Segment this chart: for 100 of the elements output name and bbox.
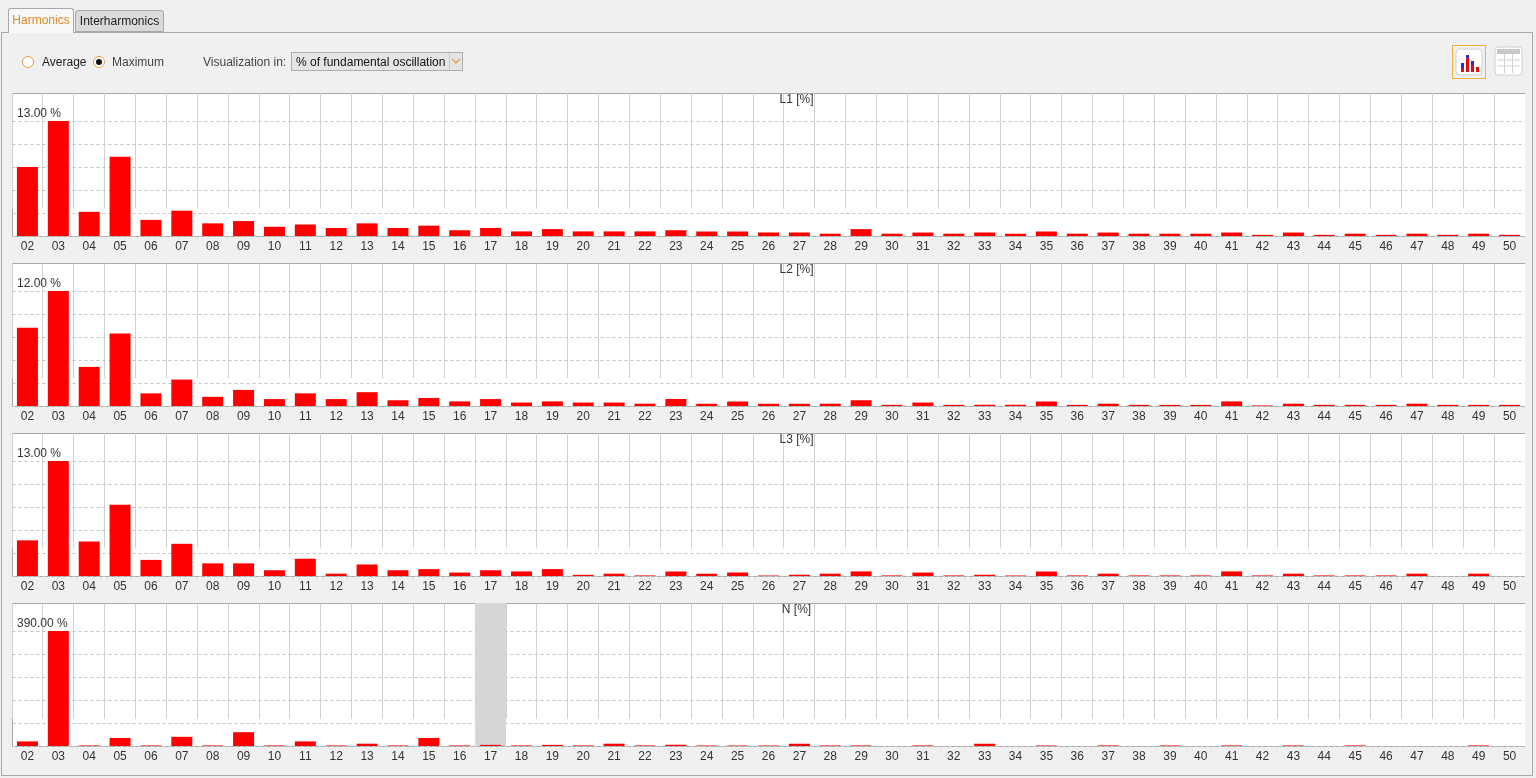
- x-tick-label: 17: [483, 748, 498, 763]
- bar: [47, 631, 69, 746]
- text: 13.00 %: [17, 106, 62, 120]
- x-tick-label: 13: [360, 238, 375, 253]
- bar: [171, 210, 193, 236]
- x-tick-label: 42: [1255, 238, 1270, 253]
- x-tick-label: 28: [823, 748, 838, 763]
- x-tick-label: 39: [1163, 408, 1177, 423]
- x-tick-label: 31: [916, 408, 930, 423]
- x-tick-label: 08: [206, 578, 220, 593]
- x-tick-label: 03: [51, 748, 66, 763]
- x-tick-label: 49: [1472, 408, 1486, 423]
- bar: [294, 558, 316, 576]
- x-tick-label: 21: [607, 748, 622, 763]
- x-tick-label: 27: [792, 238, 807, 253]
- chart-title: N [%]: [781, 602, 812, 616]
- x-tick-label: 27: [792, 578, 807, 593]
- bar: [294, 393, 316, 406]
- x-tick-label: 12: [329, 578, 344, 593]
- x-tick-label: 43: [1286, 578, 1301, 593]
- bar: [418, 737, 440, 746]
- x-tick-label: 15: [422, 748, 436, 763]
- x-tick-label: 08: [206, 408, 220, 423]
- bar: [233, 563, 255, 576]
- x-tick-label: 15: [422, 408, 436, 423]
- x-tick-label: 35: [1039, 748, 1054, 763]
- x-tick-label: 30: [885, 578, 899, 593]
- bar: [665, 399, 687, 406]
- x-tick-label: 11: [299, 408, 312, 423]
- x-tick-label: 07: [175, 748, 189, 763]
- bar: [665, 230, 687, 236]
- x-tick-label: 29: [854, 238, 869, 253]
- x-tick-label: 19: [545, 748, 560, 763]
- dropdown: % of fundamental oscillation: [291, 52, 463, 71]
- chart-title: L1 [%]: [779, 92, 814, 106]
- x-tick-label: 33: [977, 578, 992, 593]
- bar: [1221, 401, 1243, 406]
- x-tick-label: 41: [1224, 408, 1239, 423]
- x-tick-label: 46: [1379, 578, 1394, 593]
- x-tick-label: 39: [1163, 238, 1177, 253]
- x-tick-label: 45: [1348, 238, 1363, 253]
- x-tick-label: 16: [453, 238, 467, 253]
- tab: Harmonics: [8, 8, 74, 33]
- x-tick-label: 14: [391, 408, 405, 423]
- x-tick-label: 18: [514, 748, 529, 763]
- x-tick-label: 16: [453, 578, 467, 593]
- bar: [850, 400, 872, 406]
- x-tick-label: 02: [20, 578, 35, 593]
- x-tick-label: 23: [669, 578, 683, 593]
- x-tick-label: 25: [730, 578, 745, 593]
- bar: [1035, 571, 1057, 576]
- text: Maximum: [112, 55, 165, 69]
- x-tick-label: 14: [391, 238, 405, 253]
- x-tick-label: 32: [947, 408, 961, 423]
- bar: [171, 736, 193, 746]
- bar: [634, 231, 656, 236]
- bar: [510, 571, 532, 576]
- x-tick-label: 06: [144, 578, 158, 593]
- bar: [541, 229, 563, 236]
- x-tick-label: 34: [1008, 238, 1023, 253]
- bar: [727, 231, 749, 236]
- bar: [1035, 231, 1057, 236]
- x-tick-label: 48: [1441, 748, 1455, 763]
- x-tick-label: 40: [1194, 238, 1208, 253]
- x-tick-label: 50: [1502, 748, 1517, 763]
- x-tick-label: 34: [1008, 408, 1023, 423]
- x-tick-label: 27: [792, 408, 807, 423]
- x-tick-label: 26: [761, 408, 776, 423]
- tab: Interharmonics: [75, 10, 164, 32]
- x-tick-label: 10: [267, 748, 282, 763]
- x-tick-label: 49: [1472, 578, 1486, 593]
- bar: [603, 231, 625, 236]
- text: Average: [42, 55, 87, 69]
- x-tick-label: 16: [453, 748, 467, 763]
- x-tick-label: 42: [1255, 578, 1270, 593]
- bar: [140, 219, 162, 236]
- bar: [418, 397, 440, 406]
- x-tick-label: 05: [113, 578, 128, 593]
- x-tick-label: 35: [1039, 578, 1054, 593]
- x-tick-label: 11: [299, 578, 312, 593]
- x-tick-label: 48: [1441, 238, 1455, 253]
- x-tick-label: 38: [1132, 578, 1147, 593]
- x-tick-label: 46: [1379, 238, 1394, 253]
- chart-title: L2 [%]: [779, 262, 814, 276]
- x-tick-label: 12: [329, 238, 344, 253]
- x-tick-label: 25: [730, 748, 745, 763]
- x-tick-label: 41: [1224, 238, 1239, 253]
- bar: [1035, 401, 1057, 406]
- bar: [449, 401, 471, 406]
- bar: [47, 121, 69, 236]
- x-tick-label: 46: [1379, 408, 1394, 423]
- x-tick-label: 18: [514, 238, 529, 253]
- x-tick-label: 02: [20, 748, 35, 763]
- x-tick-label: 19: [545, 408, 560, 423]
- x-tick-label: 28: [823, 578, 838, 593]
- x-tick-label: 44: [1317, 578, 1332, 593]
- x-tick-label: 09: [236, 578, 251, 593]
- x-tick-label: 40: [1194, 578, 1208, 593]
- bar: [78, 541, 100, 576]
- x-tick-label: 33: [977, 748, 992, 763]
